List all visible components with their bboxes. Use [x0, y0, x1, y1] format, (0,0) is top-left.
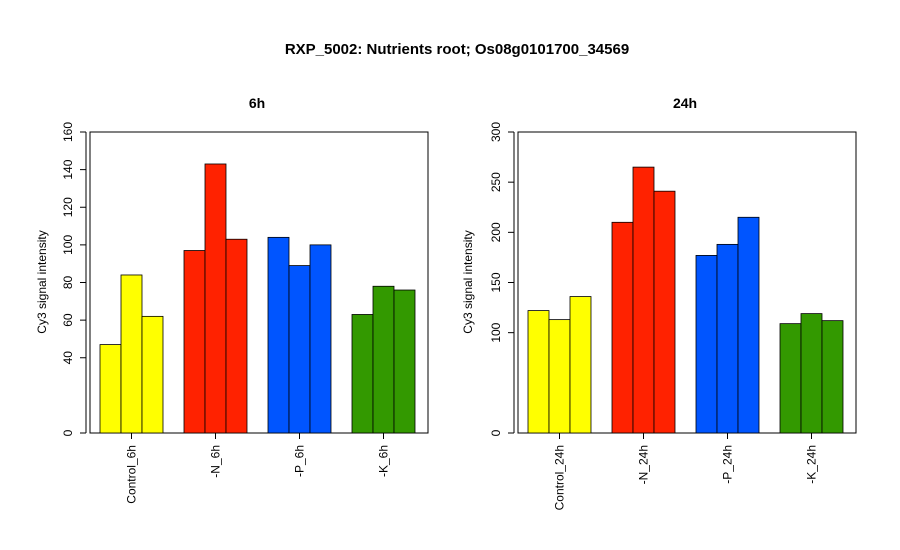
bar--N_6h-3 [225, 238, 248, 434]
bar--K_6h-3 [393, 289, 416, 434]
bar--P_24h-2 [716, 243, 739, 434]
y-tick-label-6h-120: 120 [61, 197, 75, 217]
y-tick-label-6h-80: 80 [61, 276, 75, 290]
bar--N_24h-3 [653, 190, 676, 434]
plot-frame-6h [89, 131, 429, 434]
bar-Control_24h-2 [548, 319, 571, 434]
bar--P_6h-3 [309, 244, 332, 434]
y-axis-label-24h: Cy3 signal intensity [461, 230, 475, 333]
bar--K_24h-1 [779, 323, 802, 434]
panel-title-24h: 24h [673, 95, 697, 111]
bar-Control_6h-3 [141, 315, 164, 434]
x-tick-label-Control_24h: Control_24h [553, 445, 567, 510]
bar--P_24h-3 [737, 216, 760, 434]
x-tick-label--P_24h: -P_24h [721, 445, 735, 484]
bar--P_6h-1 [267, 236, 290, 434]
y-tick-label-24h-100: 100 [489, 322, 503, 342]
panel-24h: 24h Cy3 signal intensity 0 100 150 200 250 30… [461, 95, 857, 510]
x-tick-label-Control_6h: Control_6h [125, 445, 139, 504]
y-axis-label-6h: Cy3 signal intensity [35, 230, 49, 333]
y-tick-label-6h-0: 0 [61, 429, 75, 436]
y-tick-label-6h-60: 60 [61, 313, 75, 327]
bar--N_6h-2 [204, 163, 227, 434]
bar-Control_6h-1 [99, 344, 122, 434]
bar-Control_24h-1 [527, 310, 550, 434]
panel-6h: 6h Cy3 signal intensity 0 40 60 80 100 120 140… [35, 95, 429, 504]
y-tick-label-24h-300: 300 [489, 122, 503, 142]
x-tick-label--K_24h: -K_24h [805, 445, 819, 484]
y-tick-label-24h-250: 250 [489, 172, 503, 192]
bar--N_24h-1 [611, 221, 634, 434]
bar--P_6h-2 [288, 265, 311, 434]
y-tick-label-24h-200: 200 [489, 222, 503, 242]
bar--P_24h-1 [695, 255, 718, 434]
y-tick-label-24h-150: 150 [489, 272, 503, 292]
bar-Control_24h-3 [569, 296, 592, 434]
bar-Control_6h-2 [120, 274, 143, 434]
plot-frame-24h [517, 131, 857, 434]
y-tick-label-6h-160: 160 [61, 122, 75, 142]
x-tick-label--N_24h: -N_24h [637, 445, 651, 484]
y-tick-label-6h-40: 40 [61, 351, 75, 365]
bar--K_6h-1 [351, 314, 374, 434]
x-tick-label--N_6h: -N_6h [209, 445, 223, 478]
bar--K_24h-3 [821, 320, 844, 434]
x-tick-label--P_6h: -P_6h [293, 445, 307, 477]
y-tick-label-24h-0: 0 [489, 429, 503, 436]
bar--N_24h-2 [632, 166, 655, 434]
bar--K_6h-2 [372, 285, 395, 434]
figure-title: RXP_5002: Nutrients root; Os08g0101700_3… [285, 41, 629, 58]
y-tick-label-6h-140: 140 [61, 159, 75, 179]
bar--K_24h-2 [800, 313, 823, 434]
bar--N_6h-1 [183, 250, 206, 434]
x-tick-label--K_6h: -K_6h [377, 445, 391, 477]
panel-title-6h: 6h [249, 95, 265, 111]
y-tick-label-6h-100: 100 [61, 235, 75, 255]
